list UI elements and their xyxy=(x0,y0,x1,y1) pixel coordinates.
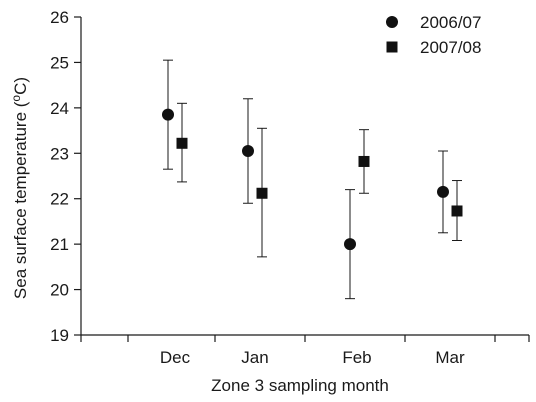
data-point-2006-07 xyxy=(162,108,174,121)
x-tick-label: Feb xyxy=(342,348,371,367)
data-point-2007-08 xyxy=(256,187,268,199)
data-marks xyxy=(162,59,463,300)
data-point-2006-07 xyxy=(344,238,356,251)
legend-label: 2006/07 xyxy=(420,13,481,32)
legend: 2006/07 2007/08 xyxy=(386,13,481,57)
y-tick-label: 22 xyxy=(50,190,69,209)
x-tick-label: Dec xyxy=(160,348,191,367)
x-ticks: Dec Jan Feb Mar xyxy=(80,335,530,367)
y-tick-label: 23 xyxy=(50,144,69,163)
data-point-2007-08 xyxy=(451,205,463,217)
y-tick-label: 24 xyxy=(50,99,69,118)
data-point-2006-07 xyxy=(437,185,449,198)
y-tick-label: 20 xyxy=(50,281,69,300)
y-tick-label: 21 xyxy=(50,235,69,254)
y-tick-label: 19 xyxy=(50,326,69,345)
x-tick-label: Jan xyxy=(241,348,268,367)
x-axis-title: Zone 3 sampling month xyxy=(211,376,389,395)
x-tick-label: Mar xyxy=(435,348,465,367)
y-tick-label: 25 xyxy=(50,53,69,72)
axes xyxy=(80,17,529,336)
y-ticks: 19 20 21 22 23 24 25 26 xyxy=(50,8,81,345)
legend-marker-square xyxy=(386,41,398,53)
y-tick-label: 26 xyxy=(50,8,69,27)
data-point-2007-08 xyxy=(176,137,188,149)
legend-label: 2007/08 xyxy=(420,38,481,57)
data-point-2006-07 xyxy=(242,145,254,158)
y-axis-title: Sea surface temperature (oC) xyxy=(9,77,30,299)
legend-marker-circle xyxy=(386,16,398,28)
data-point-2007-08 xyxy=(358,155,370,167)
